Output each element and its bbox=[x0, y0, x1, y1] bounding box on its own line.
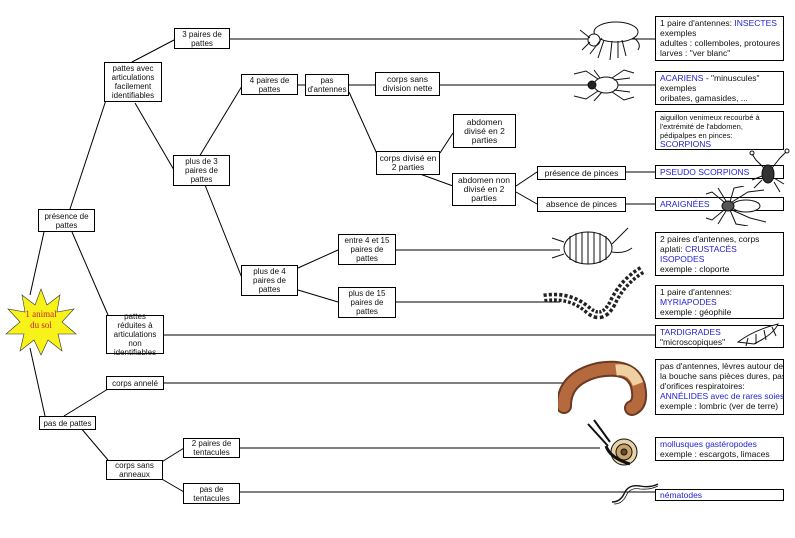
tardigrade-drawing bbox=[736, 323, 779, 347]
myriapodes-line2: exemple : géophile bbox=[660, 307, 732, 317]
annelides-line3: d'orifices respiratoires: bbox=[660, 381, 745, 391]
earthworm-drawing bbox=[558, 360, 648, 416]
node-plus-de-3: plus de 3 paires de pattes bbox=[173, 155, 230, 186]
node-pattes-articulations: pattes avec articulations facilement ide… bbox=[104, 62, 162, 102]
node-pas-antennes: pas d'antennes bbox=[305, 74, 349, 96]
result-insectes: 1 paire d'antennes: INSECTES exemples ad… bbox=[655, 16, 784, 61]
insectes-name: INSECTES bbox=[734, 18, 777, 28]
acariens-line2: exemples bbox=[660, 83, 697, 93]
node-plus-de-15: plus de 15 paires de pattes bbox=[338, 287, 396, 318]
crustaces-name1: CRUSTACÉS bbox=[685, 244, 737, 254]
result-myriapodes: 1 paire d'antennes: MYRIAPODES exemple :… bbox=[655, 285, 784, 319]
tardigrades-line2: "microscopiques" bbox=[660, 337, 726, 347]
scorpions-name: SCORPIONS bbox=[660, 139, 712, 149]
crustaces-line1: 2 paires d'antennes, corps bbox=[660, 234, 760, 244]
mite-drawing bbox=[573, 69, 635, 102]
node-abdomen-non-divise: abdomen non divisé en 2 parties bbox=[452, 173, 516, 206]
myriapodes-line1: 1 paire d'antennes: bbox=[660, 287, 733, 297]
myriapodes-name: MYRIAPODES bbox=[660, 297, 717, 307]
node-corps-sans-division: corps sans division nette bbox=[375, 72, 440, 96]
node-corps-divise: corps divisé en 2 parties bbox=[376, 151, 440, 175]
node-plus-de-4: plus de 4 paires de pattes bbox=[241, 265, 298, 296]
result-crustaces: 2 paires d'antennes, corps aplati: CRUST… bbox=[655, 232, 784, 276]
pseudo-scorpions-name: PSEUDO SCORPIONS bbox=[660, 167, 750, 177]
scorpions-line3: pédipalpes en pinces: bbox=[660, 131, 733, 140]
insectes-line1: 1 paire d'antennes: bbox=[660, 18, 733, 28]
node-presence-pinces: présence de pinces bbox=[537, 166, 626, 180]
node-corps-sans-anneaux: corps sans anneaux bbox=[106, 460, 163, 480]
crustaces-line3: exemple : cloporte bbox=[660, 264, 730, 274]
tardigrades-name: TARDIGRADES bbox=[660, 327, 721, 337]
node-entre-4-15: entre 4 et 15 paires de pattes bbox=[338, 234, 396, 265]
node-pas-tentacules: pas de tentacules bbox=[183, 483, 240, 504]
mollusques-name: mollusques gastéropodes bbox=[660, 439, 757, 449]
result-mollusques: mollusques gastéropodes exemple : escarg… bbox=[655, 437, 784, 461]
node-corps-anneles: corps annelé bbox=[106, 376, 164, 390]
acariens-line3: oribates, gamasides, ... bbox=[660, 93, 748, 103]
root-star-shape bbox=[5, 288, 77, 356]
mollusques-line2: exemple : escargots, limaces bbox=[660, 449, 770, 459]
result-nematodes: nématodes bbox=[655, 489, 784, 501]
scorpions-line1: aiguillon venimeux recourbé à bbox=[660, 113, 760, 122]
node-pas-de-pattes: pas de pattes bbox=[39, 416, 96, 430]
annelides-line1: pas d'antennes, lèvres autour de bbox=[660, 361, 784, 371]
araignees-name: ARAIGNÉES bbox=[660, 199, 710, 209]
crustaces-name2: ISOPODES bbox=[660, 254, 705, 264]
node-pattes-reduites: pattes réduites à articulations non iden… bbox=[106, 312, 164, 357]
insectes-line2: exemples bbox=[660, 28, 697, 38]
node-2-paires-tentacules: 2 paires de tentacules bbox=[183, 438, 240, 458]
scorpions-line2: l'extrémité de l'abdomen, bbox=[660, 122, 743, 131]
myriapod-drawing bbox=[543, 266, 645, 320]
insectes-line4: larves : "ver blanc" bbox=[660, 48, 731, 58]
snail-drawing bbox=[587, 419, 638, 466]
annelides-line2: la bouche sans pièces dures, pas bbox=[660, 371, 784, 381]
node-3-paires: 3 paires de pattes bbox=[174, 28, 230, 49]
result-annelides: pas d'antennes, lèvres autour de la bouc… bbox=[655, 359, 784, 415]
spider-drawing bbox=[705, 186, 767, 226]
crustaces-line2: aplati: bbox=[660, 244, 683, 254]
result-scorpions: aiguillon venimeux recourbé à l'extrémit… bbox=[655, 111, 784, 150]
acariens-tag: - "minuscules" bbox=[703, 73, 760, 83]
nematode-drawing bbox=[611, 483, 659, 505]
root-label: 1 animal du sol bbox=[12, 309, 70, 331]
result-acariens: ACARIENS - "minuscules" exemples oribate… bbox=[655, 71, 784, 105]
node-presence-pattes: présence de pattes bbox=[38, 209, 95, 232]
root-label-line1: 1 animal bbox=[25, 309, 57, 319]
root-label-line2: du sol bbox=[30, 320, 52, 330]
isopod-drawing bbox=[551, 227, 633, 265]
nematodes-name: nématodes bbox=[660, 490, 703, 500]
node-abdomen-divise: abdomen divisé en 2 parties bbox=[453, 114, 516, 148]
node-4-paires: 4 paires de pattes bbox=[241, 74, 298, 95]
insect-drawing bbox=[579, 21, 640, 61]
insectes-line3: adultes : collemboles, protoures bbox=[660, 38, 781, 48]
annelides-name: ANNÉLIDES avec de rares soies bbox=[660, 391, 784, 401]
node-absence-pinces: absence de pinces bbox=[537, 197, 626, 212]
pseudo-scorpion-drawing bbox=[749, 148, 790, 193]
annelides-line4: exemple : lombric (ver de terre) bbox=[660, 401, 779, 411]
acariens-name: ACARIENS bbox=[660, 73, 704, 83]
result-pseudo-scorpions: PSEUDO SCORPIONS bbox=[655, 165, 784, 179]
